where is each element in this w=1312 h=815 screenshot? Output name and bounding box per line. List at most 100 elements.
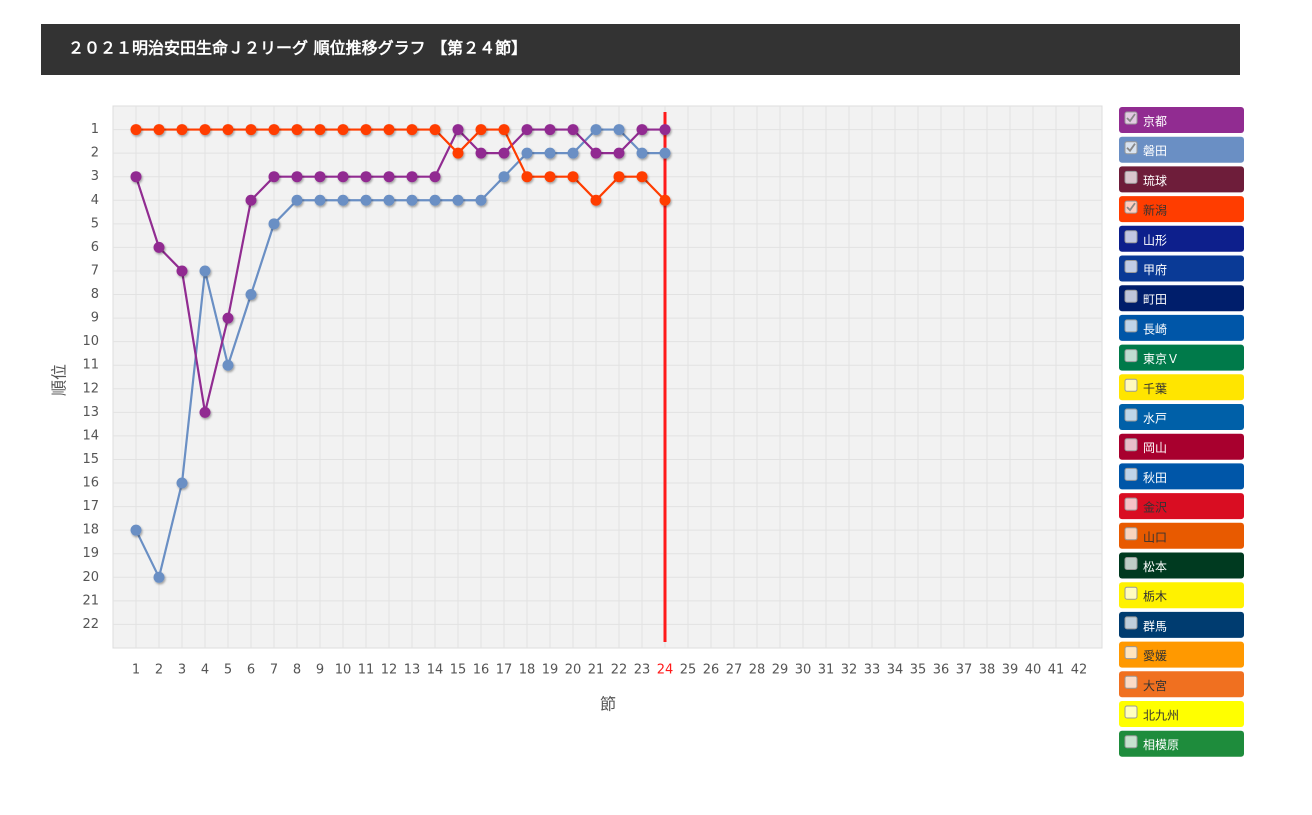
legend-label: 長崎 bbox=[1143, 322, 1167, 336]
point bbox=[498, 124, 510, 136]
legend-checkbox[interactable] bbox=[1124, 230, 1138, 244]
legend-checkbox[interactable] bbox=[1124, 289, 1138, 303]
legend-item[interactable]: 東京Ｖ bbox=[1119, 344, 1244, 371]
legend-swatch bbox=[1119, 196, 1244, 223]
point bbox=[268, 218, 280, 230]
legend-checkbox[interactable] bbox=[1124, 735, 1138, 749]
legend-checkbox[interactable] bbox=[1124, 319, 1138, 333]
x-tick-label: 10 bbox=[335, 663, 352, 678]
x-tick-label: 24 bbox=[657, 663, 674, 678]
x-tick-label: 15 bbox=[450, 663, 467, 678]
legend-label: 松本 bbox=[1143, 560, 1167, 574]
legend-checkbox[interactable] bbox=[1124, 260, 1138, 273]
point bbox=[452, 194, 464, 206]
y-tick-label: 13 bbox=[82, 405, 99, 420]
x-tick-label: 31 bbox=[818, 663, 835, 678]
x-tick-label: 6 bbox=[247, 663, 255, 678]
legend-checkbox[interactable] bbox=[1124, 378, 1138, 392]
legend-checkbox[interactable] bbox=[1124, 586, 1138, 600]
point bbox=[590, 194, 602, 206]
x-tick-label: 33 bbox=[864, 663, 881, 678]
x-tick-label: 28 bbox=[749, 663, 766, 678]
x-tick-label: 13 bbox=[404, 663, 421, 678]
x-tick-label: 29 bbox=[772, 663, 789, 678]
legend-checkbox[interactable] bbox=[1124, 170, 1138, 184]
legend-checkbox[interactable] bbox=[1124, 616, 1138, 630]
legend-item[interactable]: 金沢 bbox=[1119, 493, 1244, 520]
legend-item[interactable]: 甲府 bbox=[1119, 255, 1244, 282]
x-tick-label: 26 bbox=[703, 663, 720, 678]
legend-item[interactable]: 秋田 bbox=[1119, 463, 1244, 490]
legend-item[interactable]: 大宮 bbox=[1119, 671, 1244, 698]
x-tick-label: 41 bbox=[1048, 663, 1065, 678]
legend-item[interactable]: 京都 bbox=[1119, 107, 1244, 133]
legend-checkbox[interactable] bbox=[1124, 527, 1138, 541]
legend-checkbox[interactable] bbox=[1124, 200, 1138, 214]
point bbox=[406, 124, 418, 136]
legend-check bbox=[1126, 202, 1136, 212]
point bbox=[613, 147, 625, 159]
legend-item[interactable]: 琉球 bbox=[1119, 166, 1244, 193]
point bbox=[521, 147, 533, 159]
legend-item[interactable]: 山形 bbox=[1119, 225, 1244, 252]
legend-checkbox[interactable] bbox=[1124, 467, 1138, 481]
legend-label: 大宮 bbox=[1143, 678, 1167, 693]
legend-checkbox[interactable] bbox=[1124, 111, 1138, 125]
y-tick-label: 12 bbox=[82, 381, 99, 396]
x-tick-label: 25 bbox=[680, 663, 697, 678]
x-axis-label: 節 bbox=[600, 695, 616, 714]
y-tick-label: 6 bbox=[91, 240, 99, 255]
y-tick-label: 8 bbox=[91, 287, 99, 302]
legend-item[interactable]: 栃木 bbox=[1119, 582, 1244, 609]
point bbox=[153, 571, 165, 583]
legend-label: 金沢 bbox=[1143, 500, 1167, 515]
legend-item[interactable]: 長崎 bbox=[1119, 314, 1244, 341]
point bbox=[636, 124, 648, 136]
plot-area bbox=[112, 105, 1103, 649]
legend-swatch bbox=[1119, 463, 1244, 490]
legend-checkbox[interactable] bbox=[1124, 349, 1138, 363]
legend-checkbox[interactable] bbox=[1124, 497, 1138, 511]
point bbox=[360, 171, 372, 183]
x-tick-label: 14 bbox=[427, 663, 444, 678]
legend-item[interactable]: 山口 bbox=[1119, 522, 1244, 549]
legend-item[interactable]: 町田 bbox=[1119, 285, 1244, 312]
point bbox=[153, 241, 165, 253]
point bbox=[383, 171, 395, 183]
legend-item[interactable]: 北九州 bbox=[1119, 701, 1244, 727]
legend-checkbox[interactable] bbox=[1124, 438, 1138, 452]
y-tick-label: 11 bbox=[82, 358, 99, 373]
legend-item[interactable]: 愛媛 bbox=[1119, 641, 1244, 668]
point bbox=[383, 194, 395, 206]
legend-checkbox[interactable] bbox=[1124, 675, 1138, 689]
legend-item[interactable]: 相模原 bbox=[1119, 730, 1244, 757]
point bbox=[383, 124, 395, 136]
x-tick-label: 11 bbox=[358, 663, 375, 678]
legend-item[interactable]: 新潟 bbox=[1119, 196, 1244, 223]
x-tick-label: 23 bbox=[634, 663, 651, 678]
legend-checkbox[interactable] bbox=[1124, 141, 1138, 155]
x-tick-label: 8 bbox=[293, 663, 301, 678]
legend-checkbox[interactable] bbox=[1124, 408, 1138, 422]
point bbox=[337, 124, 349, 136]
point bbox=[360, 194, 372, 206]
x-tick-label: 4 bbox=[201, 663, 209, 678]
legend-item[interactable]: 岡山 bbox=[1119, 433, 1244, 460]
legend-item[interactable]: 磐田 bbox=[1119, 136, 1244, 163]
point bbox=[544, 171, 556, 183]
legend-checkbox[interactable] bbox=[1124, 705, 1138, 719]
legend-swatch bbox=[1119, 671, 1244, 698]
legend-item[interactable]: 水戸 bbox=[1119, 404, 1244, 430]
legend-checkbox[interactable] bbox=[1124, 557, 1138, 570]
x-tick-label: 12 bbox=[381, 663, 398, 678]
x-tick-label: 38 bbox=[979, 663, 996, 678]
legend-item[interactable]: 松本 bbox=[1119, 552, 1244, 579]
x-tick-label: 39 bbox=[1002, 663, 1019, 678]
legend-item[interactable]: 群馬 bbox=[1119, 611, 1244, 638]
y-tick-label: 1 bbox=[91, 122, 99, 137]
legend-item[interactable]: 千葉 bbox=[1119, 374, 1244, 401]
point bbox=[314, 194, 326, 206]
point bbox=[222, 124, 234, 136]
legend-check bbox=[1126, 113, 1136, 123]
legend-checkbox[interactable] bbox=[1124, 646, 1138, 660]
